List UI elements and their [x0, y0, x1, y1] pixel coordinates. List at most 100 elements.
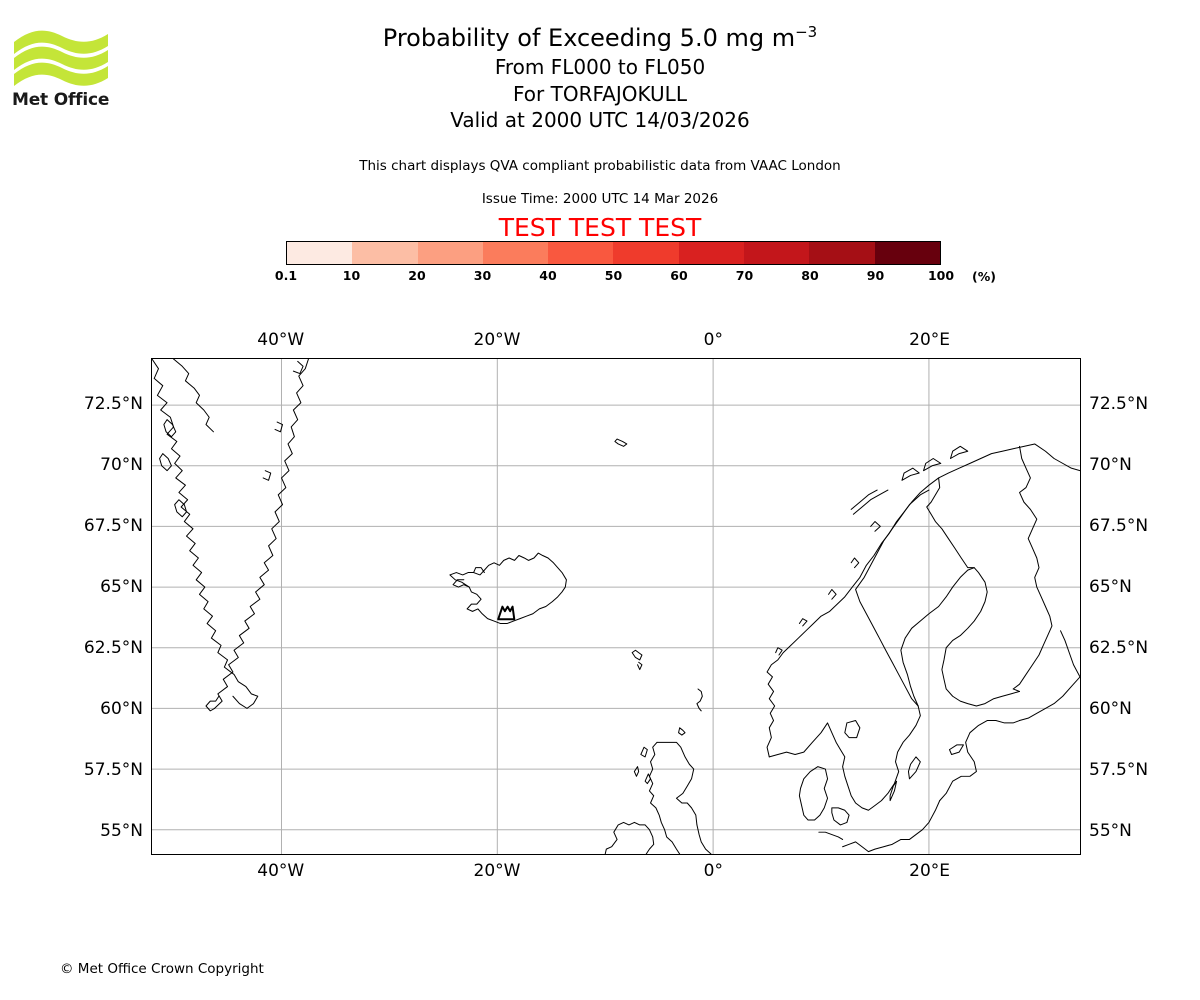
test-banner: TEST TEST TEST — [498, 213, 702, 242]
coastline-segment — [900, 567, 1021, 707]
colorbar-tick-40: 40 — [539, 268, 557, 283]
axis-right-labels: 72.5°N 70°N 67.5°N 65°N 62.5°N 60°N 57.5°N 55°N — [1089, 358, 1148, 855]
probability-colorbar — [286, 241, 941, 265]
coastline-segment — [644, 773, 652, 785]
axis-tick-label: 62.5°N — [83, 637, 143, 658]
axis-left-labels: 72.5°N 70°N 67.5°N 65°N 62.5°N 60°N 57.5°N 55°N — [84, 358, 144, 855]
coastline-segment — [633, 821, 655, 854]
coastline-segment — [818, 831, 844, 840]
chart-title-block: Probability of Exceeding 5.0 mg m−3 From… — [0, 22, 1200, 134]
axis-tick-label: 57.5°N — [83, 759, 143, 780]
colorbar-tick-60: 60 — [670, 268, 688, 283]
coastline-segment — [656, 741, 712, 854]
axis-tick-label: 72.5°N — [83, 394, 143, 415]
issue-time-label: Issue Time: 2000 UTC 14 Mar 2026 — [481, 191, 719, 207]
colorbar-band-7 — [744, 242, 810, 264]
volcano-glyph — [497, 605, 516, 621]
coastline-segment — [173, 359, 214, 433]
coastline-segment — [901, 467, 920, 481]
coastline-segment — [855, 489, 930, 707]
coastline-segment — [850, 557, 860, 569]
met-office-logo: Met Office — [12, 26, 112, 114]
coastline-segment — [775, 647, 783, 656]
axis-tick-label: 65°N — [1089, 577, 1132, 597]
page-title: Probability of Exceeding 5.0 mg m−3 — [0, 22, 1200, 54]
colorbar-unit-label: (%) — [972, 269, 996, 284]
colorbar-band-9 — [874, 242, 940, 264]
map-frame — [151, 358, 1081, 855]
coastline-segment — [274, 421, 284, 433]
met-office-wave-icon — [14, 30, 108, 86]
colorbar-tick-0.1: 0.1 — [274, 268, 298, 283]
colorbar-band-0 — [287, 242, 353, 264]
colorbar-tick-labels: 0.1 10 20 30 40 50 60 70 80 90 100 — [275, 268, 954, 286]
coastline-segment — [923, 458, 942, 472]
axis-tick-label: 60°N — [1089, 698, 1132, 719]
coastline-segment — [768, 705, 921, 811]
page-title-text: Probability of Exceeding 5.0 mg m — [382, 24, 796, 52]
coastline-segment — [174, 499, 188, 518]
coastline-segment — [648, 741, 681, 854]
coastline-segment — [926, 477, 975, 569]
colorbar-bands — [286, 241, 941, 265]
axis-tick-label: 65°N — [100, 577, 143, 597]
coastline-segment — [828, 588, 837, 600]
coastline-segment — [631, 649, 643, 661]
axis-tick-label: 70°N — [100, 455, 143, 476]
coastline-segment — [205, 695, 220, 712]
axis-tick-label: 60°N — [100, 698, 143, 719]
map-coastlines — [152, 359, 1080, 854]
coastline-segment — [949, 445, 969, 459]
coastline-segment — [889, 780, 898, 802]
coastline-segment — [163, 419, 177, 438]
coastline-segment — [798, 766, 829, 821]
colorbar-tick-50: 50 — [604, 268, 623, 283]
map-gridlines — [152, 359, 1080, 854]
met-office-logo-text: Met Office — [12, 90, 110, 110]
qva-compliance-note: This chart displays QVA compliant probab… — [359, 158, 841, 174]
colorbar-band-1 — [352, 242, 418, 264]
coastline-segment — [159, 453, 172, 472]
colorbar-band-8 — [809, 242, 875, 264]
volcano-marker-icon — [497, 605, 516, 621]
coastline-segment — [452, 579, 470, 588]
coastline-segment — [907, 756, 921, 780]
coastline-segment — [948, 744, 964, 756]
axis-bottom-labels: 40°W 20°W 0° 20°E — [151, 861, 1081, 881]
coastline-segment — [939, 720, 1021, 802]
colorbar-tick-20: 20 — [408, 268, 426, 283]
coastline-segment — [633, 766, 640, 777]
axis-tick-label: 20°W — [473, 330, 521, 350]
coastline-segment — [1060, 630, 1080, 678]
axis-tick-label: 67.5°N — [83, 516, 143, 537]
coastline-segment — [1012, 445, 1053, 692]
coastline-segment — [842, 800, 941, 853]
copyright-footer: © Met Office Crown Copyright — [60, 961, 264, 977]
colorbar-tick-100: 100 — [927, 268, 955, 283]
colorbar-tick-80: 80 — [801, 268, 819, 283]
colorbar-tick-10: 10 — [342, 268, 361, 283]
colorbar-band-4 — [548, 242, 614, 264]
coastline-segment — [844, 720, 861, 739]
subtitle-flight-levels: From FL000 to FL050 — [494, 55, 706, 79]
map-canvas — [152, 359, 1080, 854]
coastline-segment — [473, 567, 485, 574]
page-title-exponent: −3 — [795, 23, 818, 41]
axis-tick-label: 70°N — [1089, 455, 1132, 476]
subtitle-valid-time: Valid at 2000 UTC 14/03/2026 — [450, 108, 750, 132]
axis-tick-label: 40°W — [257, 861, 305, 881]
coastline-segment — [449, 552, 567, 625]
colorbar-band-6 — [678, 242, 745, 264]
coastline-segment — [831, 807, 850, 826]
map-plot-area[interactable] — [151, 358, 1081, 855]
coastline-segment — [1019, 676, 1080, 722]
axis-tick-label: 67.5°N — [1089, 516, 1149, 537]
axis-tick-label: 0° — [703, 330, 723, 350]
subtitle-volcano: For TORFAJOKULL — [513, 81, 687, 106]
axis-tick-label: 20°E — [909, 330, 951, 350]
axis-tick-label: 55°N — [100, 820, 143, 841]
axis-tick-label: 40°W — [257, 330, 305, 350]
axis-tick-label: 72.5°N — [1089, 394, 1149, 415]
coastline-segment — [850, 489, 878, 510]
coastline-segment — [870, 521, 881, 532]
